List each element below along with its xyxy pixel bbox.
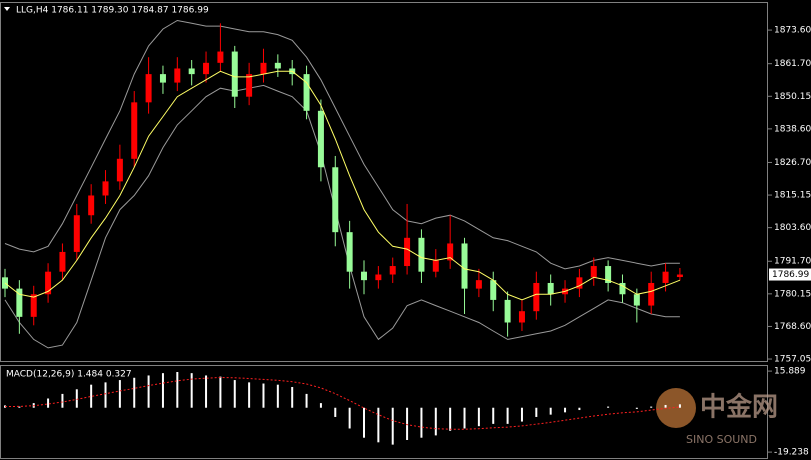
macd-panel-frame (0, 365, 768, 459)
y-tick-label: 1838.60 (774, 124, 811, 134)
candle-body (88, 195, 95, 216)
candle-body (159, 74, 166, 83)
candle-body (576, 277, 583, 289)
candle-body (648, 282, 655, 306)
candle-body (317, 110, 324, 168)
candle-body (131, 102, 138, 159)
price-panel-frame (0, 2, 768, 362)
moving-average (4, 70, 681, 301)
candle-body (188, 68, 195, 75)
macd-title: MACD(12,26,9) 1.484 0.327 (6, 370, 132, 380)
candle-body (246, 74, 253, 97)
candle-body (490, 280, 497, 300)
candle-body (231, 51, 238, 97)
candle-body (303, 74, 310, 111)
last-price-box (769, 268, 811, 281)
candle-body (432, 260, 439, 272)
candle-body (518, 311, 525, 323)
candle-body (203, 62, 210, 75)
candle-body (145, 74, 152, 103)
y-tick-label: 15.889 (774, 367, 806, 377)
candle-body (30, 294, 37, 317)
candle-body (461, 243, 468, 289)
candle-body (418, 237, 425, 272)
candle-body (2, 277, 8, 289)
y-tick-label: 1780.15 (774, 289, 811, 299)
upper-band (4, 19, 680, 270)
candle-body (676, 274, 683, 278)
y-tick-label: 1757.05 (774, 355, 811, 365)
candle-body (447, 243, 454, 261)
y-tick-label: 1815.15 (774, 191, 811, 201)
last-price-label: 1786.99 (772, 270, 809, 280)
menu-arrow[interactable] (4, 7, 10, 11)
candle-body (662, 271, 669, 283)
candle-body (389, 266, 396, 275)
y-tick-label: 1768.60 (774, 322, 811, 332)
y-tick-label: 1850.15 (774, 92, 811, 102)
candle-body (533, 282, 540, 312)
candle-body (346, 232, 353, 272)
candle-body (504, 299, 511, 323)
candle-body (361, 271, 367, 281)
candle-body (59, 251, 66, 272)
y-tick-label: 1861.70 (774, 59, 811, 69)
candle-body (375, 274, 382, 281)
watermark-sub: SINO SOUND (686, 433, 757, 446)
candle-body (590, 266, 597, 278)
candle-body (217, 51, 224, 63)
watermark-brand: 中金网 (700, 392, 778, 423)
y-tick-label: -19.238 (774, 448, 809, 458)
candle-body (16, 288, 23, 317)
candle-body (404, 237, 411, 267)
candle-body (619, 282, 626, 295)
y-tick-label: 1803.60 (774, 223, 811, 233)
candle-body (260, 62, 267, 75)
candle-body (102, 181, 109, 196)
symbol-header: LLG,H4 1786.11 1789.30 1784.87 1786.99 (16, 6, 209, 16)
lower-band (4, 84, 680, 349)
candle-body (73, 215, 80, 252)
candle-body (547, 282, 554, 295)
y-tick-label: 1873.60 (774, 26, 811, 36)
candle-body (274, 62, 281, 69)
signal-line (4, 376, 680, 430)
y-tick-label: 1791.70 (774, 257, 811, 267)
logo-mark (656, 388, 696, 428)
candle-body (633, 294, 640, 306)
candle-body (605, 266, 612, 283)
y-tick-label: 1826.70 (774, 158, 811, 168)
candle-body (45, 271, 52, 295)
candle-body (475, 280, 482, 289)
candle-body (174, 68, 181, 83)
candle-body (332, 167, 339, 233)
candle-body (116, 158, 123, 182)
